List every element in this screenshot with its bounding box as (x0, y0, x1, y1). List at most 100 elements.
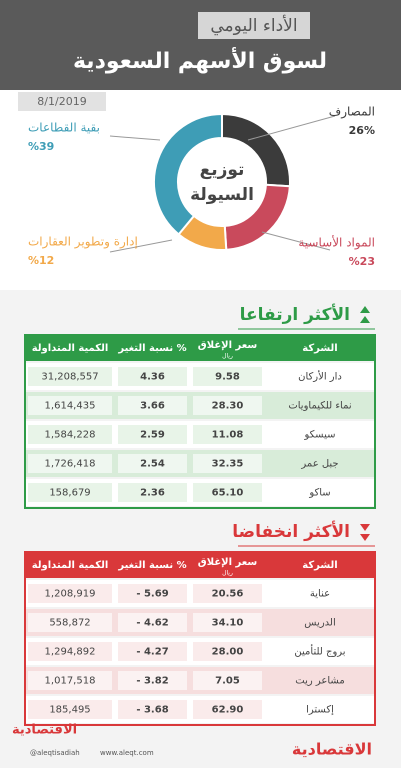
column-header: سعر الإغلاق (198, 340, 258, 351)
unit-label: ريال (222, 570, 233, 577)
cell-bg (118, 425, 187, 444)
cell-bg (193, 671, 262, 690)
cell-bg (118, 396, 187, 415)
center-label: السيولة (190, 185, 254, 205)
cell-bg (193, 613, 262, 632)
header-title: الأداء اليومي (210, 15, 297, 36)
table-cell: 31,208,557 (41, 372, 98, 383)
column-header: الكمية المتداولة (32, 560, 109, 571)
table-cell: 2.36 (140, 488, 165, 499)
cell-bg (118, 642, 187, 661)
table-cell: 65.10 (212, 488, 244, 499)
cell-bg (28, 425, 112, 444)
table-cell: - 4.62 (136, 618, 168, 629)
table-cell: عناية (310, 589, 330, 600)
table-cell: 3.66 (140, 401, 165, 412)
date: 8/1/2019 (37, 95, 86, 108)
table-cell: - 5.69 (136, 589, 168, 600)
section-title: الأكثر انخفاضا (232, 521, 350, 542)
table-cell: 4.36 (140, 372, 165, 383)
table-cell: 558,872 (49, 618, 90, 629)
header-subtitle: لسوق الأسهم السعودية (73, 46, 327, 74)
category-label: بقية القطاعات (28, 121, 100, 135)
table-cell: ساكو (308, 488, 330, 499)
center-label: توزيع (200, 160, 245, 180)
category-label: المصارف (329, 105, 375, 120)
table-border (24, 551, 376, 726)
cell-bg (193, 700, 262, 719)
cell-bg (118, 700, 187, 719)
column-header: نسبة التغير % (117, 343, 186, 354)
cell-bg (28, 584, 112, 603)
table-cell: 1,726,418 (45, 459, 96, 470)
cell-bg (28, 396, 112, 415)
table-cell: مشاعر ريت (295, 676, 344, 687)
cell-bg (28, 671, 112, 690)
cell-bg (193, 454, 262, 473)
leader-line (247, 115, 336, 141)
table-cell: 62.90 (212, 705, 244, 716)
cell-bg (118, 367, 187, 386)
site: www.aleqt.com (100, 749, 154, 757)
value-label: 26% (349, 124, 375, 137)
column-header: الشركة (302, 343, 337, 354)
table-header (25, 335, 375, 361)
table-cell: 2.59 (140, 430, 165, 441)
table-cell: 9.58 (215, 372, 240, 383)
cell-bg (118, 613, 187, 632)
table-cell: دار الأركان (298, 370, 342, 383)
cell-bg (193, 584, 262, 603)
table-cell: 158,679 (49, 488, 90, 499)
cell-bg (28, 700, 112, 719)
category-label: المواد الأساسية (298, 235, 375, 251)
column-header: الشركة (302, 560, 337, 571)
cell-bg (193, 642, 262, 661)
table-cell: 1,017,518 (45, 676, 96, 687)
arrow-icon (360, 316, 370, 323)
cell-bg (118, 483, 187, 502)
table-cell: بروج للتأمين (294, 644, 345, 658)
handle: @aleqtisadiah (30, 749, 80, 757)
cell-bg (28, 367, 112, 386)
table-cell: 1,614,435 (45, 401, 96, 412)
table-cell: 1,584,228 (45, 430, 96, 441)
cell-bg (193, 367, 262, 386)
table-cell: إكسترا (306, 705, 334, 716)
table-cell: نماء للكيماويات (288, 401, 351, 412)
arrow-icon (360, 524, 370, 531)
value-label: %12 (28, 254, 54, 267)
table-cell: 11.08 (212, 430, 244, 441)
table-cell: 1,208,919 (45, 589, 96, 600)
table-cell: سيسكو (303, 430, 335, 441)
category-label: إدارة وتطوير العقارات (28, 235, 138, 250)
unit-label: ريال (222, 353, 233, 360)
table-cell: جبل عمر (300, 459, 338, 470)
arrow-icon (360, 534, 370, 541)
donut-segment (153, 112, 223, 236)
table-cell: 7.05 (215, 676, 240, 687)
cell-bg (193, 483, 262, 502)
table-cell: 185,495 (49, 705, 90, 716)
table-cell: الدريس (304, 618, 335, 629)
table-cell: 1,294,892 (45, 647, 96, 658)
leader-line (261, 231, 331, 251)
cell-bg (28, 642, 112, 661)
table-cell: - 3.82 (136, 676, 168, 687)
table-cell: 28.30 (212, 401, 244, 412)
table-cell: 32.35 (212, 459, 244, 470)
cell-bg (193, 425, 262, 444)
table-header (25, 552, 375, 578)
cell-bg (118, 584, 187, 603)
table-border (24, 334, 376, 509)
leader-line (109, 135, 161, 141)
section-title: الأكثر ارتفاعا (240, 304, 350, 325)
table-cell: - 3.68 (136, 705, 168, 716)
column-header: نسبة التغير % (117, 560, 186, 571)
arrow-icon (360, 306, 370, 313)
table-cell: 2.54 (140, 459, 165, 470)
cell-bg (28, 483, 112, 502)
cell-bg (28, 454, 112, 473)
column-header: سعر الإغلاق (198, 557, 258, 568)
brand-logo: الاقتصادية (292, 740, 372, 759)
